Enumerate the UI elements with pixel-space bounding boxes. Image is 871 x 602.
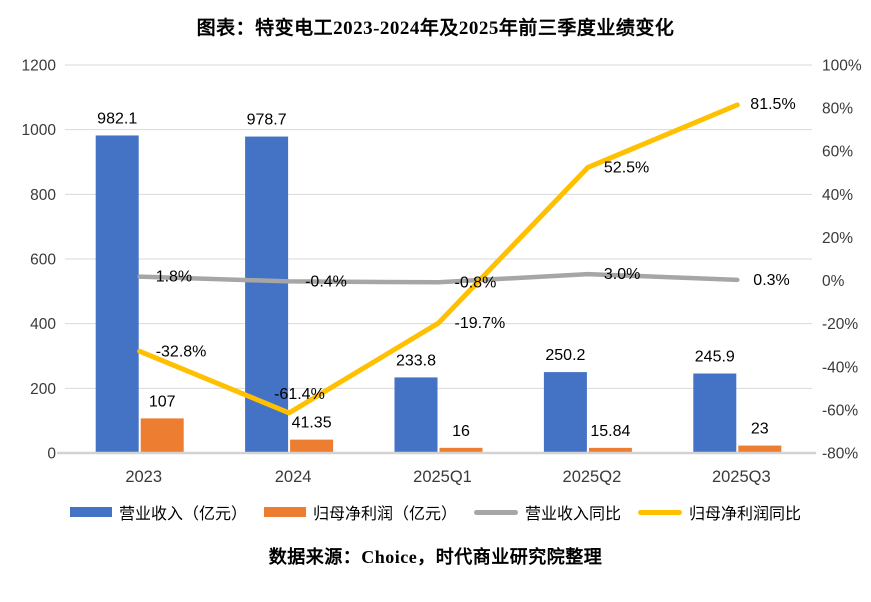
chart-legend: 营业收入（亿元） 归母净利润（亿元） 营业收入同比 归母净利润同比	[0, 500, 871, 524]
bar-profit	[738, 445, 782, 453]
legend-label: 营业收入同比	[525, 506, 622, 523]
right-axis-tick: -20%	[822, 316, 858, 333]
bar-profit	[140, 418, 184, 453]
line-data-label: -0.8%	[455, 274, 497, 291]
combo-chart-canvas: 982.1 978.7 233.8 250.2 245.9 107 41.35 16 15.84…	[22, 58, 862, 487]
bar-data-label: 41.35	[292, 415, 332, 432]
x-axis-category-label: 2023	[125, 468, 162, 486]
bar-data-label: 107	[149, 393, 176, 410]
chart-title: 图表：特变电工2023-2024年及2025年前三季度业绩变化	[196, 18, 675, 39]
line-data-label: 1.8%	[156, 269, 192, 286]
left-axis-tick: 600	[30, 252, 56, 269]
right-axis-tick: -60%	[822, 402, 858, 419]
left-axis-tick: 400	[30, 316, 56, 333]
legend-line-swatch	[474, 509, 518, 515]
bar-revenue	[543, 372, 587, 453]
x-axis-category-label: 2025Q2	[563, 468, 622, 486]
right-axis-tick: 80%	[822, 101, 853, 118]
line-data-label: -0.4%	[305, 273, 347, 290]
legend-bar-swatch	[69, 507, 112, 517]
bar-data-label: 15.84	[590, 423, 630, 440]
x-axis-category-label: 2025Q1	[413, 468, 472, 486]
bar-data-label: 16	[452, 423, 470, 440]
source-note: 数据来源：Choice，时代商业研究院整理	[268, 547, 603, 567]
line-data-label: 52.5%	[604, 159, 649, 176]
right-axis-tick: 60%	[822, 144, 853, 161]
legend-bar-swatch	[263, 507, 306, 517]
bar-data-label: 233.8	[396, 352, 436, 369]
legend-item-profit: 归母净利润（亿元）	[263, 500, 457, 524]
line-data-label: -19.7%	[455, 315, 506, 332]
right-axis-tick: -40%	[822, 359, 858, 376]
bar-profit	[290, 439, 334, 453]
legend-item-revenue: 营业收入（亿元）	[69, 500, 247, 524]
right-axis-tick: 40%	[822, 187, 853, 204]
bar-data-label: 23	[751, 421, 769, 438]
bar-revenue	[394, 377, 438, 453]
left-axis-tick: 1200	[22, 58, 57, 75]
bar-data-label: 978.7	[247, 112, 287, 129]
left-axis-tick: 1000	[22, 122, 57, 139]
bar-profit	[588, 447, 632, 453]
bar-data-label: 245.9	[695, 348, 735, 365]
legend-line-swatch	[638, 509, 683, 515]
bar-data-label: 250.2	[545, 347, 585, 364]
right-axis-tick: -80%	[822, 446, 858, 463]
bar-data-label: 982.1	[97, 110, 137, 127]
line-data-label: -61.4%	[274, 386, 325, 403]
right-axis-tick: 20%	[822, 230, 853, 247]
line-data-label: 81.5%	[750, 96, 795, 113]
right-axis-tick: 0%	[822, 273, 845, 290]
left-axis-tick: 200	[30, 381, 56, 398]
legend-item-profit-yoy: 归母净利润同比	[638, 500, 801, 524]
legend-label: 归母净利润（亿元）	[312, 506, 457, 523]
x-axis-category-label: 2024	[275, 468, 312, 486]
revenue-yoy-line	[137, 271, 740, 285]
bar-revenue	[693, 373, 737, 453]
bar-profit	[439, 447, 483, 453]
profit-yoy-line	[137, 102, 740, 416]
legend-label: 归母净利润同比	[689, 506, 802, 523]
x-axis-category-label: 2025Q3	[712, 468, 771, 486]
legend-label: 营业收入（亿元）	[118, 506, 247, 523]
line-data-label: 3.0%	[604, 266, 640, 283]
legend-item-revenue-yoy: 营业收入同比	[474, 500, 621, 524]
left-axis-tick: 800	[30, 187, 56, 204]
line-data-label: 0.3%	[753, 272, 789, 289]
line-data-label: -32.8%	[156, 343, 207, 360]
bar-revenue	[95, 135, 139, 453]
right-axis-tick: 100%	[822, 58, 862, 75]
left-axis-tick: 0	[47, 446, 56, 463]
